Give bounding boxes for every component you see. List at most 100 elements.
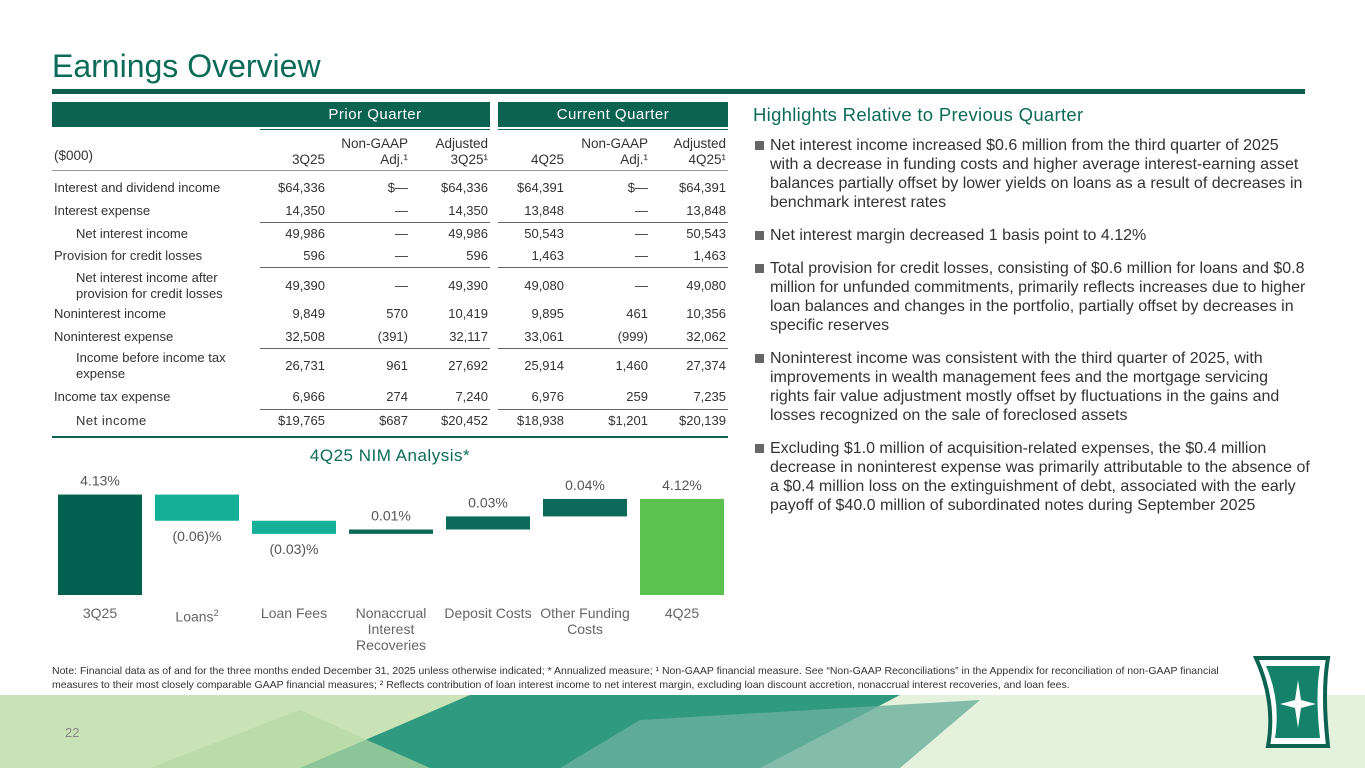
- chart-title: 4Q25 NIM Analysis*: [309, 446, 471, 465]
- cell: $—: [387, 180, 408, 195]
- value-label: (0.06)%: [172, 528, 221, 544]
- row-rule: [498, 222, 728, 223]
- cell: 27,374: [686, 358, 726, 373]
- cell: $687: [379, 413, 408, 428]
- column-header: 3Q25: [291, 152, 325, 167]
- cell: 13,848: [686, 203, 726, 218]
- group-header: Current Quarter: [556, 106, 670, 123]
- cell: 1,463: [531, 248, 564, 263]
- cell: $—: [627, 180, 648, 195]
- column-header: 4Q25: [530, 152, 564, 167]
- column-header: Adjusted 3Q25¹: [435, 136, 488, 167]
- value-label: 4.12%: [662, 477, 702, 493]
- category-label: Loan Fees: [260, 605, 328, 621]
- cell: 596: [303, 248, 325, 263]
- row-label: Net interest income after provision for …: [76, 270, 223, 301]
- row-rule: [498, 409, 728, 410]
- category-label: Loans2: [175, 608, 219, 625]
- cell: $64,336: [278, 180, 325, 195]
- cell: 49,080: [686, 278, 726, 293]
- row-label: Income tax expense: [54, 389, 171, 404]
- highlight-item: Total provision for credit losses, consi…: [770, 260, 1306, 334]
- bullet: [755, 444, 764, 453]
- cell: 49,080: [524, 278, 564, 293]
- column-header: Non-GAAP Adj.¹: [581, 136, 648, 167]
- highlight-item: Excluding $1.0 million of acquisition-re…: [770, 440, 1310, 514]
- highlight-item: Net interest margin decreased 1 basis po…: [770, 227, 1147, 244]
- row-rule: [260, 267, 490, 268]
- header-rule: [498, 129, 728, 130]
- cell: 259: [626, 389, 648, 404]
- cell: 461: [626, 306, 648, 321]
- column-header: ($000): [54, 148, 94, 163]
- cell: 274: [386, 389, 408, 404]
- page-number: 22: [65, 725, 80, 740]
- bullet: [755, 354, 764, 363]
- cell: 10,356: [686, 306, 726, 321]
- group-band: [498, 102, 728, 127]
- row-label: Income before income tax expense: [76, 350, 226, 381]
- category-label: 3Q25: [82, 605, 118, 621]
- cell: 6,976: [531, 389, 564, 404]
- cell: —: [395, 226, 408, 241]
- logo: [1252, 656, 1331, 748]
- group-header: Prior Quarter: [328, 106, 422, 123]
- highlight-item: Net interest income increased $0.6 milli…: [770, 137, 1303, 211]
- value-label: 0.01%: [371, 508, 411, 524]
- cell: —: [635, 248, 648, 263]
- cell: $20,139: [679, 413, 726, 428]
- bar: [58, 494, 142, 595]
- cell: $1,201: [608, 413, 648, 428]
- highlight-item: Noninterest income was consistent with t…: [770, 350, 1280, 424]
- cell: 9,849: [292, 306, 325, 321]
- cell: 596: [466, 248, 488, 263]
- cell: (391): [377, 329, 408, 344]
- cell: 32,508: [285, 329, 325, 344]
- row-rule: [260, 222, 490, 223]
- cell: 961: [386, 358, 408, 373]
- cell: —: [635, 226, 648, 241]
- cell: —: [635, 278, 648, 293]
- cell: 14,350: [448, 203, 488, 218]
- highlights-title: Highlights Relative to Previous Quarter: [753, 104, 1084, 125]
- cell: $64,391: [679, 180, 726, 195]
- column-header: Non-GAAP Adj.¹: [341, 136, 408, 167]
- cell: 25,914: [524, 358, 564, 373]
- nim-chart: 4.13% (0.06)% (0.03)% 0.01% 0.03% 0.04% 4.12%: [58, 473, 724, 595]
- row-label: Interest expense: [54, 203, 151, 218]
- cell: $19,765: [278, 413, 325, 428]
- bullet: [755, 231, 764, 240]
- cell: 10,419: [448, 306, 488, 321]
- group-band: [52, 102, 490, 127]
- cell: 33,061: [524, 329, 564, 344]
- row-label: Net interest income: [76, 226, 188, 241]
- cell: —: [395, 203, 408, 218]
- cell: 50,543: [686, 226, 726, 241]
- value-label: (0.03)%: [269, 541, 318, 557]
- bullet: [755, 141, 764, 150]
- value-label: 4.13%: [80, 473, 120, 489]
- cell: $20,452: [441, 413, 488, 428]
- cell: $64,391: [517, 180, 564, 195]
- cell: 32,117: [449, 329, 488, 344]
- bar: [640, 498, 724, 595]
- bar: [543, 498, 627, 517]
- cell: 49,986: [448, 226, 488, 241]
- bar: [446, 516, 530, 530]
- cell: 6,966: [292, 389, 325, 404]
- footer-decoration: [0, 695, 1365, 768]
- column-header: Adjusted 4Q25¹: [673, 136, 726, 167]
- category-label: 4Q25: [664, 605, 700, 621]
- bar: [349, 529, 433, 534]
- bullet: [755, 264, 764, 273]
- bar: [155, 494, 239, 521]
- value-label: 0.03%: [468, 494, 508, 510]
- cell: 7,235: [693, 389, 726, 404]
- category-label: Deposit Costs: [444, 605, 532, 621]
- cell: 14,350: [285, 203, 325, 218]
- cell: $18,938: [517, 413, 564, 428]
- cell: 9,895: [531, 306, 564, 321]
- cell: —: [395, 278, 408, 293]
- category-label: Nonaccrual Interest Recoveries: [355, 605, 427, 653]
